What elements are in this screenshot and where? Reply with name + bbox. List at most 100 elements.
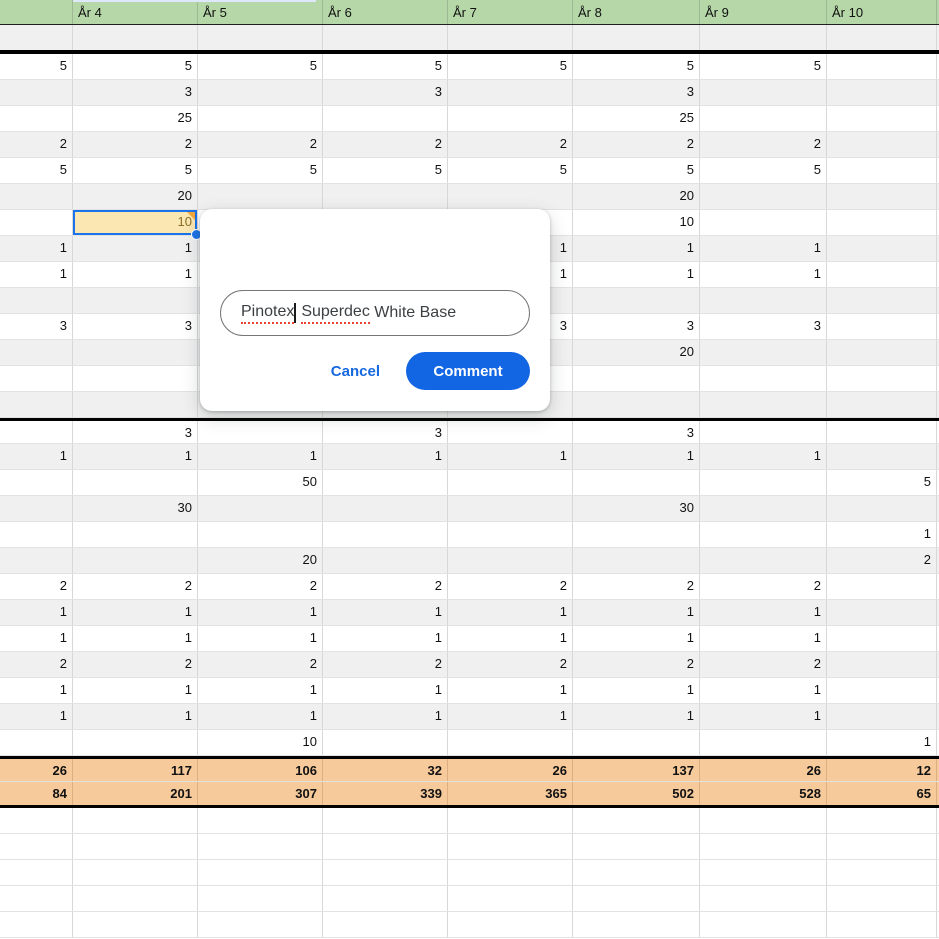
cell[interactable]: 1 [323,704,448,729]
cell[interactable] [700,210,827,235]
column-header[interactable] [0,0,73,24]
cell[interactable]: 30 [573,496,700,521]
cell[interactable]: 1 [198,704,323,729]
cell[interactable] [198,522,323,547]
cell[interactable]: 1 [0,704,73,729]
cell[interactable]: 2 [73,652,198,677]
cell[interactable]: 1 [700,236,827,261]
cell[interactable] [700,421,827,443]
cell[interactable] [448,548,573,573]
cell[interactable] [198,421,323,443]
cell[interactable] [0,366,73,391]
cell[interactable]: 2 [827,548,937,573]
cell[interactable] [73,912,198,937]
cell[interactable] [573,834,700,859]
cell[interactable] [448,106,573,131]
cell[interactable] [448,288,573,313]
cell[interactable]: 137 [573,759,700,781]
cell[interactable] [700,184,827,209]
cell[interactable] [73,808,198,833]
cell[interactable]: 20 [573,340,700,365]
selected-cell[interactable]: 10 [73,210,202,240]
cell[interactable]: 1 [573,626,700,651]
cell[interactable]: 307 [198,782,323,805]
cell[interactable] [448,470,573,495]
cell[interactable] [573,860,700,885]
cell[interactable] [827,808,937,833]
cell[interactable] [0,548,73,573]
cell[interactable] [827,421,937,443]
cell[interactable] [448,184,573,209]
cell[interactable]: 1 [700,678,827,703]
column-header[interactable]: År 10 [827,0,937,24]
cell[interactable] [198,808,323,833]
cell[interactable] [827,886,937,911]
cell[interactable] [700,80,827,105]
cell[interactable] [700,730,827,755]
cell[interactable]: 1 [573,704,700,729]
cell[interactable] [198,25,323,50]
cell[interactable] [827,626,937,651]
cell[interactable]: 5 [448,54,573,79]
cell[interactable] [448,392,573,417]
cell[interactable]: 117 [73,759,198,781]
cell[interactable] [573,730,700,755]
cell[interactable]: 2 [198,652,323,677]
cell[interactable]: 2 [73,574,198,599]
cell[interactable]: 3 [700,314,827,339]
cell[interactable]: 1 [323,444,448,469]
cell[interactable] [700,808,827,833]
cell[interactable] [700,288,827,313]
cell[interactable]: 20 [573,184,700,209]
cell[interactable] [827,496,937,521]
cell[interactable]: 1 [827,730,937,755]
comment-input[interactable]: Pinotex Superdec White Base [220,290,530,336]
cell[interactable]: 1 [73,704,198,729]
cell[interactable] [827,912,937,937]
cell[interactable] [827,236,937,261]
cell[interactable] [0,860,73,885]
cell[interactable] [700,25,827,50]
cell[interactable]: 5 [0,158,73,183]
cell[interactable] [700,886,827,911]
cell[interactable]: 1 [0,262,73,287]
cell[interactable] [323,834,448,859]
cell[interactable]: 201 [73,782,198,805]
cell[interactable] [448,522,573,547]
cell[interactable]: 26 [0,759,73,781]
cell[interactable]: 2 [198,132,323,157]
cell[interactable] [0,340,73,365]
cell[interactable] [700,522,827,547]
cell[interactable] [0,730,73,755]
cell[interactable]: 26 [448,759,573,781]
cell[interactable]: 3 [73,421,198,443]
cell[interactable] [198,496,323,521]
cell[interactable]: 5 [323,54,448,79]
cell[interactable] [73,340,198,365]
cell[interactable]: 1 [448,262,573,287]
cell[interactable]: 1 [73,600,198,625]
cell[interactable]: 1 [0,600,73,625]
cell[interactable]: 2 [573,132,700,157]
cell[interactable]: 502 [573,782,700,805]
cell[interactable] [323,886,448,911]
cell[interactable] [448,834,573,859]
cell[interactable] [827,704,937,729]
cell[interactable] [827,158,937,183]
cell[interactable] [827,80,937,105]
cell[interactable] [73,25,198,50]
cell[interactable]: 1 [73,678,198,703]
cell[interactable]: 1 [700,600,827,625]
cell[interactable] [323,106,448,131]
cell[interactable]: 339 [323,782,448,805]
cell[interactable]: 1 [323,678,448,703]
cell[interactable]: 1 [573,262,700,287]
cell[interactable]: 3 [573,314,700,339]
cell[interactable]: 2 [198,574,323,599]
cell[interactable] [73,548,198,573]
cell[interactable] [73,470,198,495]
cell[interactable]: 1 [0,444,73,469]
column-header[interactable]: År 9 [700,0,827,24]
cell[interactable]: 1 [73,444,198,469]
cell[interactable]: 1 [448,626,573,651]
